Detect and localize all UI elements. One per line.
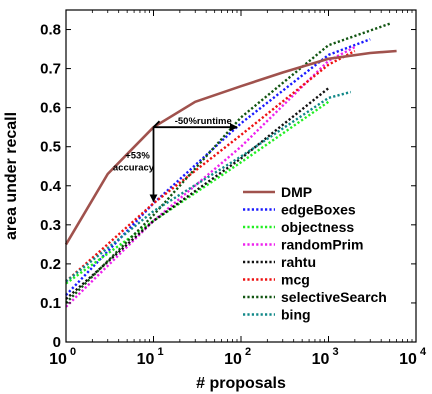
x-tick-exponent: 4 — [420, 346, 427, 358]
legend-label-bing: bing — [281, 307, 311, 323]
series-line-bing — [65, 90, 352, 283]
arrow-corner-tick — [152, 120, 161, 128]
series-line-rahtu — [65, 87, 330, 300]
x-tick-label: 10 — [399, 351, 417, 368]
series-layer — [64, 22, 397, 308]
legend-label-selectiveSearch: selectiveSearch — [281, 289, 387, 305]
y-tick-label: 0.4 — [40, 178, 62, 195]
x-axis-label: # proposals — [196, 375, 286, 392]
y-tick-label: 0.7 — [40, 61, 61, 78]
x-tick-label: 10 — [224, 351, 242, 368]
legend-label-objectness: objectness — [281, 219, 354, 235]
x-tick-label: 10 — [49, 351, 67, 368]
y-axis-label: area under recall — [3, 112, 20, 240]
runtime-label: -50%runtime — [175, 116, 232, 127]
legend-label-mcg: mcg — [281, 272, 310, 288]
legend-label-DMP: DMP — [281, 184, 312, 200]
y-tick-label: 0.3 — [40, 217, 61, 234]
series-line-DMP — [64, 49, 397, 246]
series-line-objectness — [65, 100, 330, 285]
y-tick-label: 0.2 — [40, 256, 61, 273]
tick-layer: 00.10.20.30.40.50.60.70.810 0 10 1 10 2 10 3 10 4 — [40, 10, 427, 368]
y-tick-label: 0.5 — [40, 139, 61, 156]
x-tick-exponent: 2 — [245, 346, 251, 358]
x-tick-exponent: 1 — [157, 346, 163, 358]
x-tick-label: 10 — [312, 351, 330, 368]
x-tick-label: 10 — [137, 351, 155, 368]
accuracy-label-second-line: accuracy — [113, 162, 155, 173]
legend-label-edgeBoxes: edgeBoxes — [281, 202, 356, 218]
y-tick-label: 0 — [53, 334, 61, 351]
accuracy-label: +53% — [125, 150, 150, 161]
x-tick-exponent: 0 — [70, 346, 76, 358]
y-tick-label: 0.1 — [40, 295, 61, 312]
legend-label-rahtu: rahtu — [281, 254, 316, 270]
series-line-randomPrim — [65, 46, 356, 308]
y-tick-label: 0.6 — [40, 100, 61, 117]
x-tick-exponent: 3 — [332, 346, 338, 358]
legend-label-randomPrim: randomPrim — [281, 237, 363, 253]
y-tick-label: 0.8 — [40, 22, 61, 39]
annotation-layer: -50%runtime +53%accuracy — [113, 116, 238, 203]
